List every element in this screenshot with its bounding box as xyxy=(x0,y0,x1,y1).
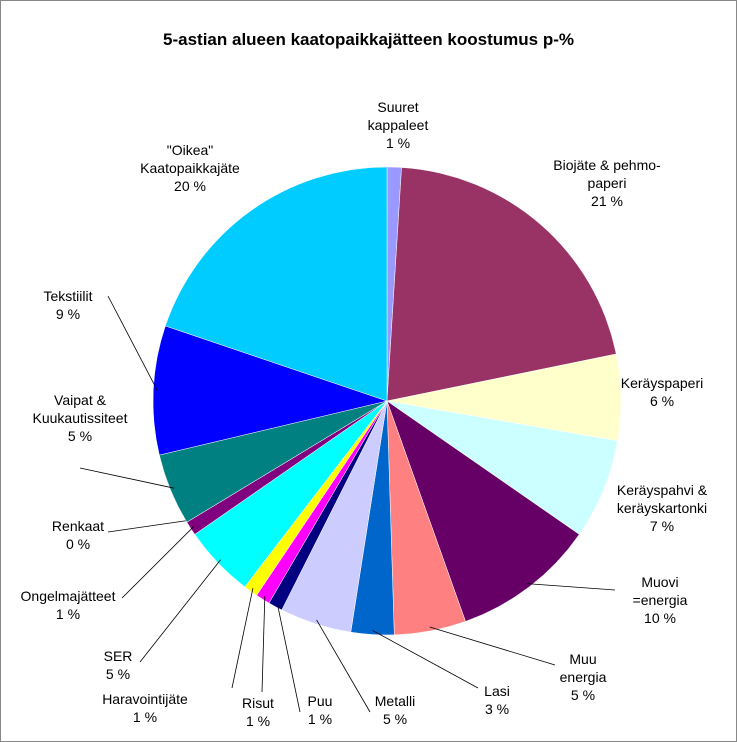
slice-label: Haravointijäte 1 % xyxy=(102,690,188,726)
slice-name: SER xyxy=(103,648,133,664)
slice-label: Metalli 5 % xyxy=(375,692,415,728)
slice-name: "Oikea" Kaatopaikkajäte xyxy=(140,142,240,176)
leader-line xyxy=(79,467,175,489)
slice-value: 1 % xyxy=(55,606,81,622)
slice-name: Ongelmajätteet xyxy=(20,588,116,604)
slice-value: 1 % xyxy=(385,135,411,151)
leader-line xyxy=(107,519,191,533)
slice-value: 5 % xyxy=(67,428,93,444)
leader-line xyxy=(429,626,556,666)
pie-slice xyxy=(386,167,617,402)
slice-name: Keräyspaperi xyxy=(620,375,704,391)
slice-label: SER 5 % xyxy=(104,647,133,683)
leader-line xyxy=(316,619,371,713)
slice-name: Biojäte & pehmo- paperi xyxy=(553,157,661,191)
slice-name: Tekstiilit xyxy=(43,288,93,304)
slice-label: Muovi =energia 10 % xyxy=(633,573,688,627)
slice-value: 3 % xyxy=(484,701,510,717)
slice-value: 6 % xyxy=(649,393,675,409)
leader-line xyxy=(261,595,266,693)
slice-value: 10 % xyxy=(644,610,676,626)
slice-label: Muu energia 5 % xyxy=(560,650,607,704)
pie-slice xyxy=(386,400,580,622)
slice-value: 1 % xyxy=(132,709,158,725)
slice-name: Vaipat & Kuukautissiteet xyxy=(32,392,128,426)
slice-label: Renkaat 0 % xyxy=(52,517,104,553)
slice-name: Suuret kappaleet xyxy=(367,99,429,133)
slice-value: 1 % xyxy=(245,713,271,729)
slice-label: Ongelmajätteet 1 % xyxy=(21,587,116,623)
slice-value: 5 % xyxy=(570,687,596,703)
slice-label: Keräyspaperi 6 % xyxy=(621,374,704,410)
leader-line xyxy=(121,525,195,599)
slice-label: Puu 1 % xyxy=(308,692,333,728)
pie-slice xyxy=(165,166,388,402)
slice-name: Lasi xyxy=(484,683,510,699)
slice-label: Vaipat & Kuukautissiteet 5 % xyxy=(33,391,128,445)
slice-label: Tekstiilit 9 % xyxy=(43,287,92,323)
slice-label: Keräyspahvi & keräyskartonki 7 % xyxy=(617,481,707,535)
leader-line xyxy=(276,603,301,713)
slice-name: Renkaat xyxy=(51,518,105,534)
leader-line xyxy=(372,630,479,689)
slice-name: Haravointijäte xyxy=(102,691,188,707)
slice-label: Biojäte & pehmo- paperi 21 % xyxy=(553,156,660,210)
leader-line xyxy=(139,559,221,663)
slice-label: Risut 1 % xyxy=(242,694,274,730)
slice-name: Puu xyxy=(307,693,333,709)
slice-value: 21 % xyxy=(591,193,623,209)
slice-value: 0 % xyxy=(65,536,91,552)
slice-name: Risut xyxy=(242,695,274,711)
leader-line xyxy=(231,587,254,689)
slice-value: 1 % xyxy=(307,711,333,727)
slice-value: 7 % xyxy=(649,518,675,534)
slice-value: 5 % xyxy=(105,666,131,682)
chart-title: 5-astian alueen kaatopaikkajätteen koost… xyxy=(163,30,574,49)
slice-label: Lasi 3 % xyxy=(484,682,510,718)
slice-name: Keräyspahvi & keräyskartonki xyxy=(616,482,708,516)
slice-value: 9 % xyxy=(55,306,81,322)
slice-value: 5 % xyxy=(382,711,408,727)
leader-line xyxy=(526,583,616,591)
slice-value: 20 % xyxy=(174,178,206,194)
slice-name: Muu energia xyxy=(559,651,607,685)
slice-label: "Oikea" Kaatopaikkajäte 20 % xyxy=(140,141,240,195)
slice-name: Metalli xyxy=(374,693,416,709)
pie-slice xyxy=(152,325,388,456)
leader-line xyxy=(107,295,158,391)
slice-name: Muovi =energia xyxy=(632,574,688,608)
slice-label: Suuret kappaleet 1 % xyxy=(368,98,429,152)
